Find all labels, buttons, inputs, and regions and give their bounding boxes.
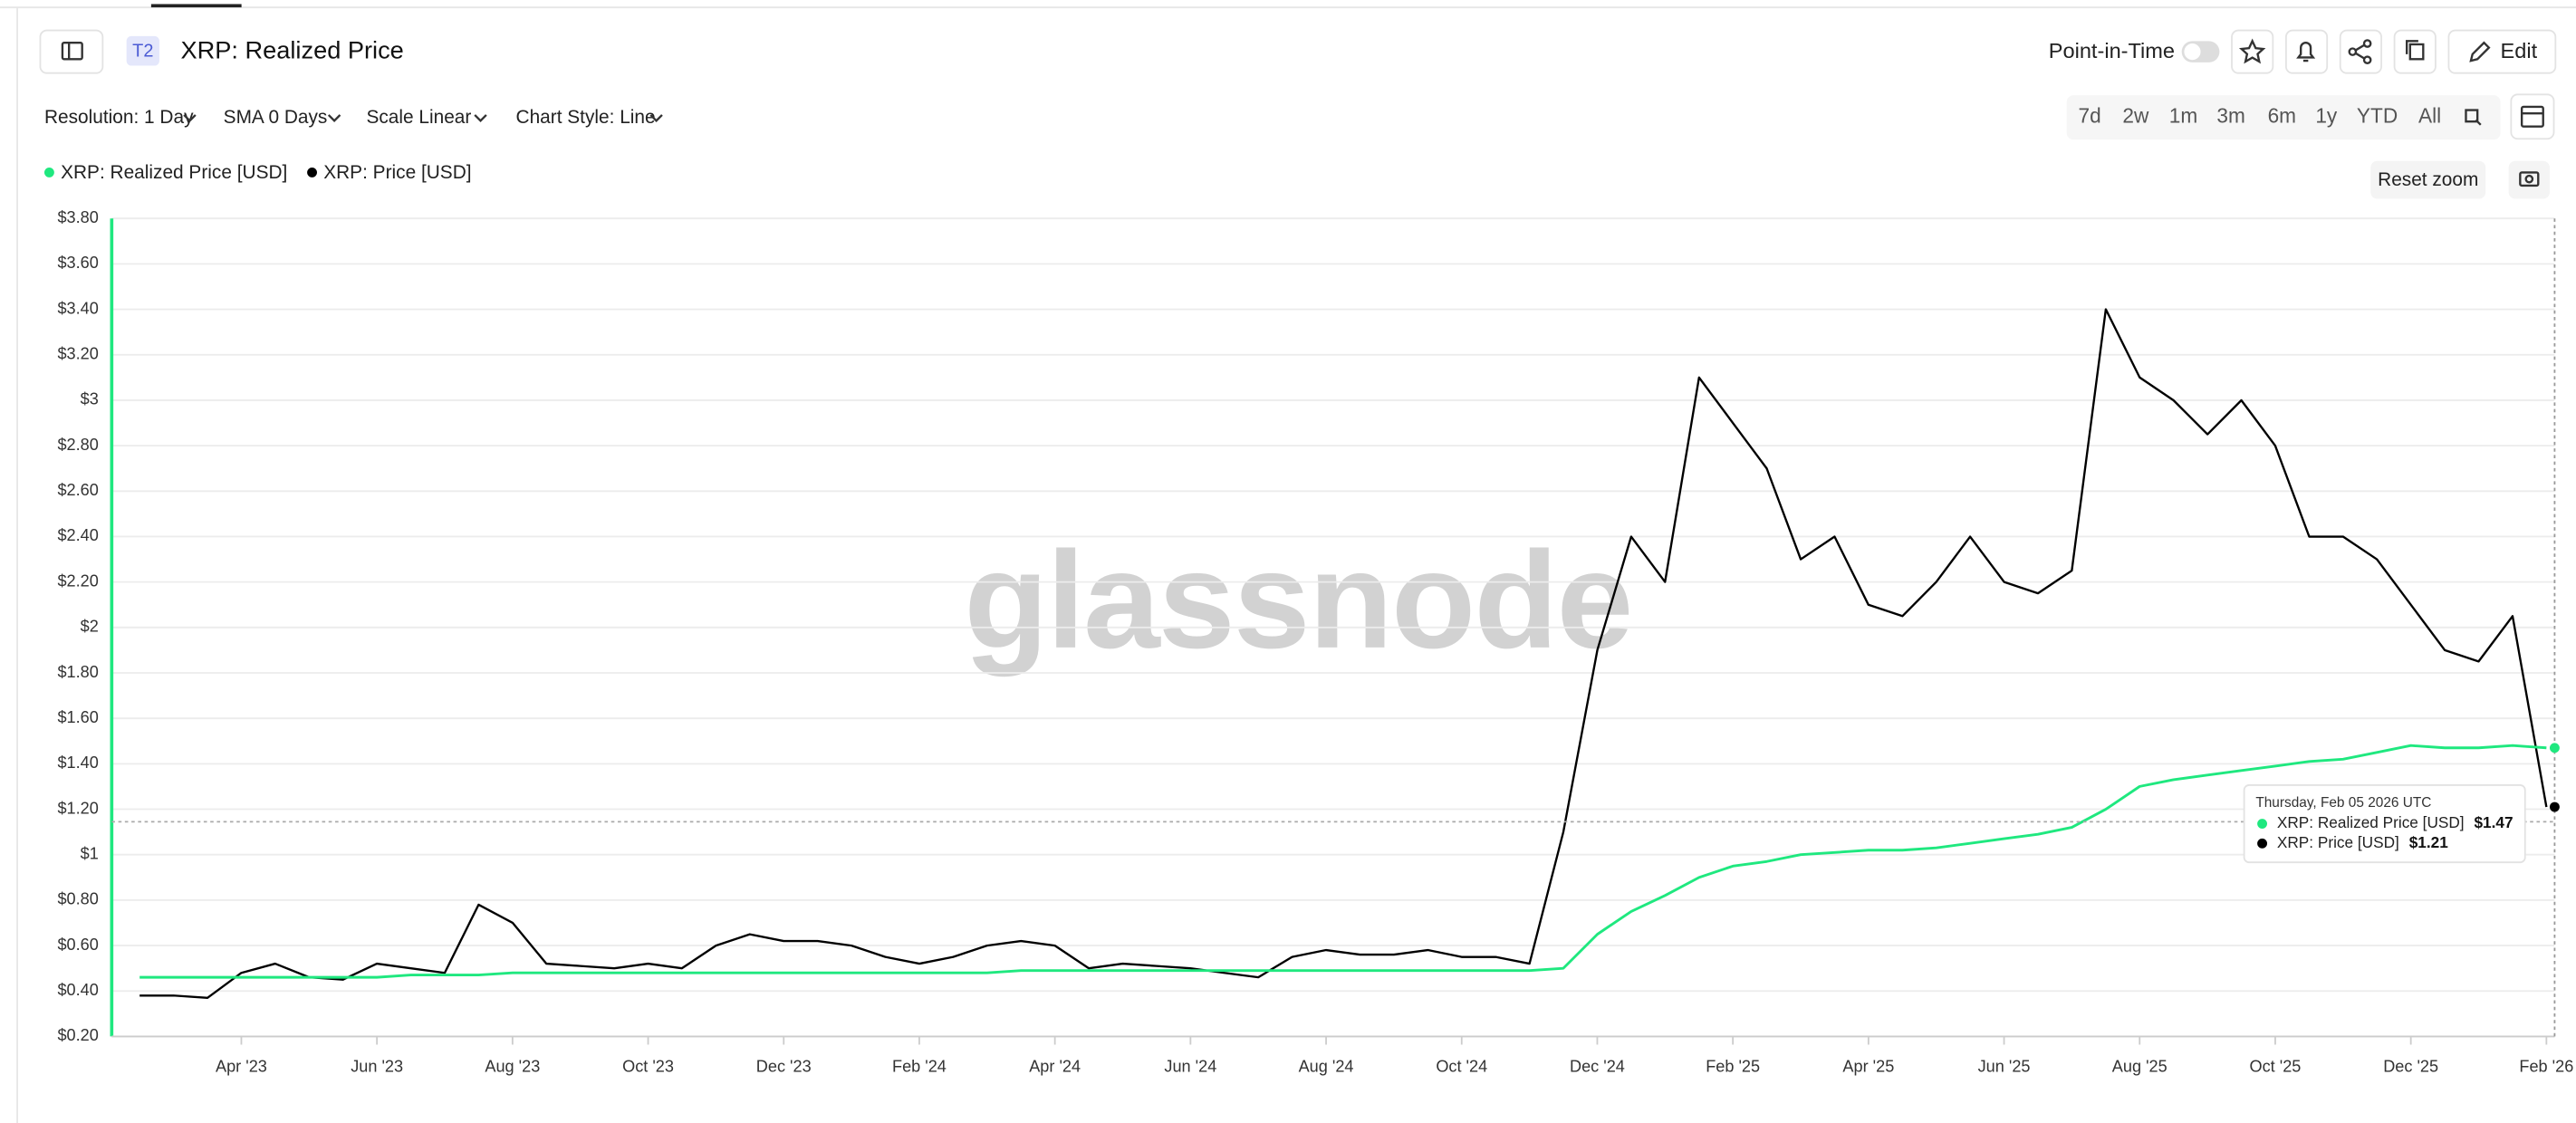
style-label: Chart Style: Line [516, 107, 656, 128]
range-buttons: 7d 2w 1m 3m 6m 1y YTD All [2079, 104, 2442, 128]
x-tick-label: Dec '24 [1570, 1058, 1625, 1076]
hover-point [2549, 743, 2560, 753]
reset-zoom-button[interactable]: Reset zoom [2370, 160, 2486, 199]
x-tick-label: Oct '23 [622, 1058, 674, 1076]
range-button[interactable]: 3m [2216, 104, 2244, 128]
legend-label[interactable]: XRP: Price [USD] [323, 162, 471, 183]
x-tick-label: Feb '24 [892, 1058, 947, 1076]
y-tick-label: $1.40 [57, 753, 98, 772]
y-tick-label: $2.20 [57, 571, 98, 590]
point-in-time-label: Point-in-Time [2049, 39, 2175, 62]
tooltip-series: XRP: Price [USD] [2277, 833, 2399, 851]
tooltip-swatch [2257, 819, 2268, 829]
y-tick-label: $1.20 [57, 799, 98, 817]
range-button[interactable]: 6m [2268, 104, 2296, 128]
x-tick-label: Apr '24 [1029, 1058, 1081, 1076]
page-title: XRP: Realized Price [181, 35, 404, 63]
x-tick-label: Apr '23 [216, 1058, 267, 1076]
range-button[interactable]: 1m [2169, 104, 2197, 128]
share-button[interactable] [2339, 29, 2382, 74]
y-tick-label: $3.40 [57, 299, 98, 317]
x-tick-label: Oct '24 [1436, 1058, 1487, 1076]
tooltip-series: XRP: Realized Price [USD] [2277, 813, 2465, 831]
calendar-button[interactable] [2510, 93, 2555, 140]
y-tick-label: $1.60 [57, 708, 98, 726]
y-tick-label: $3.80 [57, 208, 98, 226]
y-tick-label: $0.60 [57, 936, 98, 954]
watermark: glassnode [964, 523, 1631, 677]
x-tick-label: Aug '25 [2112, 1058, 2167, 1076]
x-tick-label: Dec '23 [756, 1058, 812, 1076]
x-tick-label: Jun '24 [1164, 1058, 1216, 1076]
range-button[interactable]: 1y [2315, 104, 2338, 128]
edit-button[interactable]: Edit [2447, 29, 2557, 74]
tier-badge-text: T2 [132, 41, 153, 61]
y-tick-label: $3 [81, 390, 99, 408]
reset-zoom-label: Reset zoom [2378, 169, 2478, 190]
tooltip-box [2243, 784, 2526, 864]
x-tick-label: Apr '25 [1842, 1058, 1894, 1076]
x-tick-label: Dec '25 [2383, 1058, 2438, 1076]
tier-badge [126, 35, 159, 66]
y-tick-label: $3.20 [57, 345, 98, 363]
range-button[interactable]: 2w [2122, 104, 2149, 128]
plot: glassnode $0.20 $0.40 $0.60 $0.80 $1 $1.20 $1.4… [57, 208, 2573, 1076]
point-in-time-toggle[interactable] [2181, 41, 2220, 62]
tooltip-value: $1.47 [2474, 813, 2513, 831]
series-line [139, 744, 2547, 979]
legend: XRP: Realized Price [USD] XRP: Price [USD… [43, 162, 472, 183]
y-tick-label: $3.60 [57, 254, 98, 272]
range-group [2066, 95, 2501, 140]
sma-dropdown[interactable]: SMA 0 Days [224, 107, 341, 128]
range-button[interactable]: All [2418, 104, 2441, 128]
y-tick-label: $0.20 [57, 1026, 98, 1044]
y-tick-label: $2 [81, 618, 99, 636]
style-dropdown[interactable]: Chart Style: Line [516, 107, 663, 128]
tooltip-value: $1.21 [2409, 833, 2449, 851]
legend-swatch [307, 167, 317, 178]
range-button[interactable]: 7d [2079, 104, 2101, 128]
y-tick-label: $0.80 [57, 890, 98, 908]
x-tick-label: Feb '25 [1706, 1058, 1760, 1076]
legend-label[interactable]: XRP: Realized Price [USD] [61, 162, 287, 183]
scale-label: Scale Linear [366, 107, 471, 128]
edit-label: Edit [2501, 39, 2538, 62]
scale-dropdown[interactable]: Scale Linear [366, 107, 487, 128]
tooltip: Thursday, Feb 05 2026 UTC XRP: Realized P… [2243, 784, 2526, 864]
tooltip-title: Thursday, Feb 05 2026 UTC [2255, 795, 2431, 811]
favorite-button[interactable] [2231, 29, 2274, 74]
y-tick-label: $2.40 [57, 526, 98, 544]
x-tick-label: Feb '26 [2519, 1058, 2573, 1076]
range-button[interactable]: YTD [2357, 104, 2398, 128]
legend-swatch [43, 167, 54, 178]
y-tick-label: $2.80 [57, 436, 98, 454]
sidebar-toggle[interactable] [39, 29, 104, 74]
y-tick-label: $1.80 [57, 663, 98, 681]
y-tick-label: $0.40 [57, 981, 98, 999]
screenshot-button[interactable] [2508, 160, 2550, 199]
resolution-dropdown[interactable]: Resolution: 1 Day [44, 107, 197, 128]
y-tick-label: $2.60 [57, 481, 98, 499]
tooltip-swatch [2257, 838, 2268, 849]
series-line [139, 308, 2548, 999]
zoom-select-icon[interactable] [2465, 109, 2482, 126]
x-tick-label: Aug '23 [485, 1058, 540, 1076]
y-tick-label: $1 [81, 845, 99, 863]
hover-point [2549, 801, 2560, 812]
resolution-label: Resolution: 1 Day [44, 107, 194, 128]
x-tick-label: Oct '25 [2250, 1058, 2302, 1076]
sma-label: SMA 0 Days [224, 107, 328, 128]
alert-button[interactable] [2284, 29, 2329, 74]
x-tick-label: Jun '25 [1978, 1058, 2031, 1076]
duplicate-button[interactable] [2393, 29, 2437, 74]
x-tick-label: Jun '23 [351, 1058, 403, 1076]
x-tick-label: Aug '24 [1299, 1058, 1354, 1076]
